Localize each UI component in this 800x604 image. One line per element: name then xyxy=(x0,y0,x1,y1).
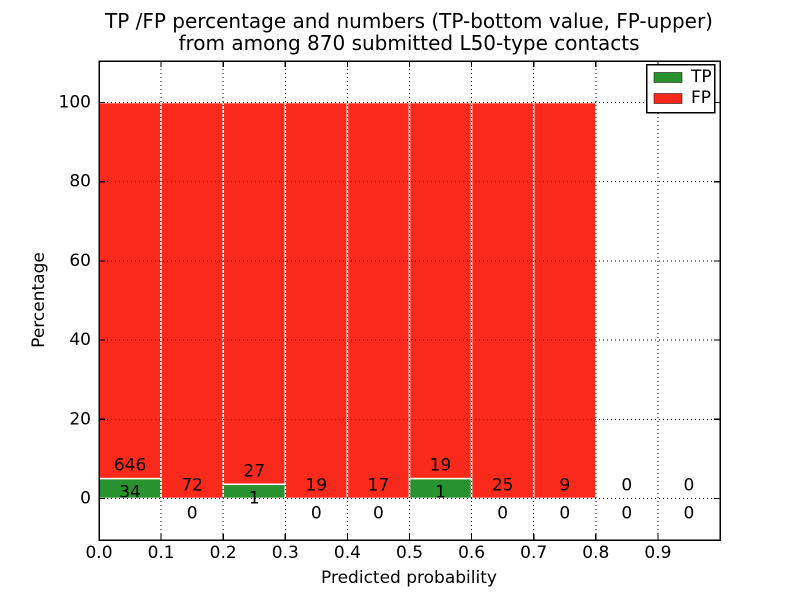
y-tick-label: 40 xyxy=(69,330,91,350)
bar-fp-5 xyxy=(408,101,473,480)
legend-label-tp: TP xyxy=(690,67,712,87)
y-axis-label: Percentage xyxy=(29,252,49,348)
tp-count-2: 1 xyxy=(249,488,260,508)
bar-fp-1 xyxy=(160,101,224,500)
fp-count-2: 27 xyxy=(243,461,265,481)
fp-count-3: 19 xyxy=(306,475,328,495)
x-tick-label: 0.9 xyxy=(644,543,671,563)
tp-count-8: 0 xyxy=(621,503,632,523)
tick-labels: 0.0 0.1 0.2 0.3 0.4 0.5 0.6 0.7 0.8 0.9 0 20 40 60 80 1… xyxy=(59,93,672,563)
x-tick-label: 0.4 xyxy=(334,543,361,563)
x-tick-label: 0.0 xyxy=(85,543,112,563)
fp-count-6: 25 xyxy=(492,475,514,495)
y-tick-label: 60 xyxy=(69,251,91,271)
fp-count-7: 9 xyxy=(559,475,570,495)
x-tick-label: 0.7 xyxy=(520,543,547,563)
legend: TP FP xyxy=(645,63,716,114)
tp-count-7: 0 xyxy=(559,503,570,523)
x-tick-label: 0.8 xyxy=(582,543,609,563)
bar-fp-2 xyxy=(222,101,287,486)
legend-swatch-fp xyxy=(653,93,683,104)
chart-title-line2: from among 870 submitted L50-type contac… xyxy=(178,31,639,55)
tp-count-0: 34 xyxy=(119,483,141,503)
fp-count-5: 19 xyxy=(430,456,452,476)
tp-count-3: 0 xyxy=(311,503,322,523)
x-tick-label: 0.6 xyxy=(458,543,485,563)
tp-count-5: 1 xyxy=(435,483,446,503)
bar-fp-6 xyxy=(470,101,535,500)
x-tick-label: 0.2 xyxy=(210,543,237,563)
bar-fp-3 xyxy=(284,101,349,500)
y-tick-label: 80 xyxy=(69,172,91,192)
tp-count-9: 0 xyxy=(684,503,695,523)
x-tick-label: 0.5 xyxy=(396,543,423,563)
fp-count-0: 646 xyxy=(114,456,146,476)
y-tick-label: 0 xyxy=(80,488,91,508)
x-axis-label: Predicted probability xyxy=(321,568,497,588)
y-tick-label: 100 xyxy=(59,93,91,113)
fp-count-4: 17 xyxy=(368,475,390,495)
x-tick-label: 0.1 xyxy=(148,543,175,563)
legend-swatch-tp xyxy=(653,72,683,83)
fp-count-1: 72 xyxy=(181,475,203,495)
bar-fp-0 xyxy=(98,101,162,480)
tp-count-4: 0 xyxy=(373,503,384,523)
bar-fp-4 xyxy=(346,101,411,500)
tp-count-1: 0 xyxy=(187,503,198,523)
y-tick-label: 20 xyxy=(69,409,91,429)
bars xyxy=(98,101,597,500)
fp-count-9: 0 xyxy=(684,475,695,495)
tp-count-6: 0 xyxy=(497,503,508,523)
chart-title-line1: TP /FP percentage and numbers (TP-bottom… xyxy=(104,9,713,33)
legend-label-fp: FP xyxy=(691,88,711,108)
bar-fp-7 xyxy=(532,101,597,500)
x-tick-label: 0.3 xyxy=(272,543,299,563)
fp-count-8: 0 xyxy=(621,475,632,495)
bar-value-labels: 646 34 72 0 27 1 19 0 17 0 19 1 25 0 9 0 0 0 0 0 xyxy=(114,456,695,524)
